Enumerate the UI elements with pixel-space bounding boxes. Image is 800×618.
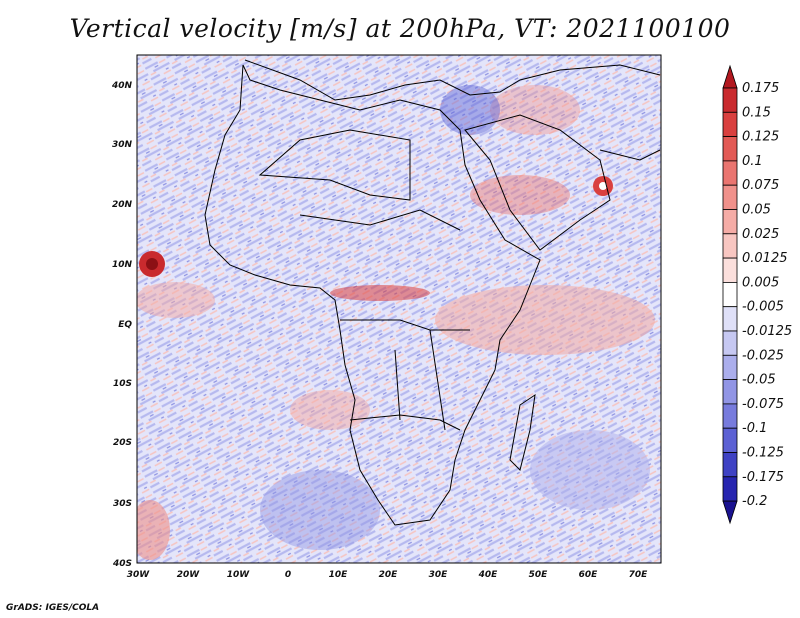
colorbar-label: -0.025 [742,348,784,363]
lon-tick-label: 10E [329,570,349,580]
central-africa-border [340,319,470,331]
lat-tick-label: 40N [111,81,133,91]
colorbar-label: 0.05 [742,203,771,218]
longitude-axis: 30W 20W 10W 0 10E 20E 30E 40E 50E 60E 70… [127,570,648,580]
colorbar-label: -0.05 [742,373,776,388]
colorbar-swatch [722,427,738,453]
colorbar-swatch [722,281,738,308]
lon-tick-label: 10W [227,570,251,580]
lon-tick-label: 30E [429,570,449,580]
colorbar-label: -0.0125 [742,324,792,339]
red-zone-arabia [470,175,570,215]
red-zone-east-equatorial [435,285,655,355]
colorbar-label: 0.1 [742,154,763,169]
colorbar-label: 0.175 [742,81,779,96]
colorbar-swatch [722,233,738,259]
arabian-peninsula [464,114,611,251]
lat-tick-label: 40S [112,559,132,569]
colorbar-label: 0.15 [742,105,771,120]
asia-coast [599,149,661,161]
colorbar-label: 0.005 [742,275,779,290]
latitude-axis: 40N 30N 20N 10N EQ 10S 20S 30S 40S [111,81,133,569]
africa-coastline [204,64,541,526]
madagascar [509,393,536,471]
southern-africa-border [349,414,461,431]
lon-tick-label: 50E [529,570,549,580]
colorbar-swatch [722,306,738,332]
lat-tick-label: 20S [113,438,132,448]
lat-tick-label: 10N [112,260,133,270]
colorbar-swatch [722,64,738,89]
colorbar: 0.175 0.15 0.125 0.1 0.075 0.05 0.025 0.0125 0.0… [722,64,792,525]
colorbar-label: 0.025 [742,227,779,242]
colorbar-swatch [722,160,738,186]
colorbar-label: -0.125 [742,446,784,461]
colorbar-label: -0.005 [742,300,784,315]
velocity-field [137,55,661,563]
colorbar-label: 0.075 [742,178,779,193]
lon-tick-label: 40E [478,570,499,580]
red-zone-southwest-corner [137,500,170,560]
credit-label: GrADS: IGES/COLA [6,603,100,613]
red-zone-south-atlantic [290,390,370,430]
blue-zone-indian-ocean [530,430,650,510]
colorbar-label: 0.125 [742,130,779,145]
colorbar-label: -0.2 [742,494,767,509]
colorbar-swatch [722,354,738,380]
colorbar-swatch [722,136,738,162]
lat-tick-label: EQ [118,320,132,330]
red-band-equatorial-africa [330,285,430,301]
lon-tick-label: 20E [379,570,399,580]
colorbar-label: 0.0125 [742,251,788,266]
colorbar-swatch [722,403,738,429]
colorbar-swatch [722,184,738,210]
colorbar-swatch [722,209,738,235]
lat-tick-label: 30N [112,140,133,150]
lon-tick-label: 60E [579,570,599,580]
blue-zone-mediterranean [440,85,500,135]
cyclone-eye [599,182,607,190]
lat-tick-label: 20N [112,200,133,210]
map-frame [136,54,662,564]
sahara-border [258,129,411,201]
red-zone-west-atlantic [137,282,215,318]
lon-tick-label: 20W [177,570,201,580]
sahel-border [299,209,461,231]
mediterranean-north-coast [244,59,661,101]
coastlines [204,59,661,526]
colorbar-label: -0.075 [742,397,784,412]
interior-borders [394,329,446,431]
lat-tick-label: 10S [113,379,132,389]
colorbar-swatch [722,476,738,502]
red-zone-middle-east [490,85,580,135]
lon-tick-label: 30W [127,570,151,580]
colorbar-label: -0.175 [742,470,784,485]
colorbar-swatch [722,330,738,356]
lon-tick-label: 0 [285,570,291,580]
blue-zone-south-atlantic [260,470,380,550]
colorbar-label: -0.1 [742,421,767,436]
colorbar-swatch [722,452,738,478]
lat-tick-label: 30S [113,499,132,509]
colorbar-swatch [722,87,738,113]
chart-title: Vertical velocity [m/s] at 200hPa, VT: 2… [69,14,731,43]
tropical-cyclone-core [146,258,158,270]
lon-tick-label: 70E [629,570,649,580]
colorbar-swatch [722,111,738,138]
colorbar-swatch [722,379,738,405]
colorbar-swatch [722,257,738,283]
colorbar-swatch [722,500,738,525]
